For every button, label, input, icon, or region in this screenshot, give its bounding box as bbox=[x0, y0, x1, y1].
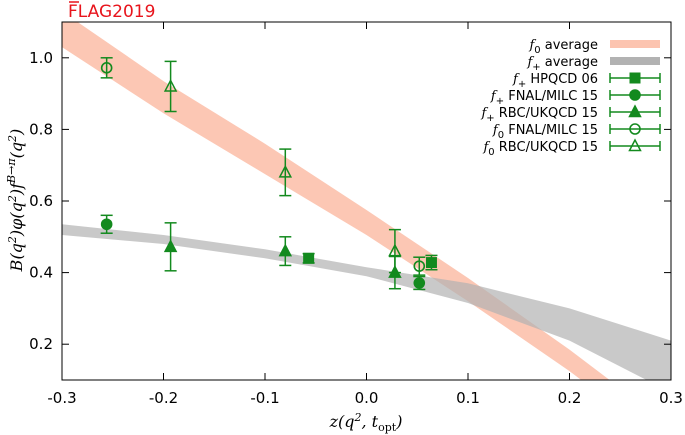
x-axis-label: z(q2, topt) bbox=[329, 411, 403, 434]
band-1 bbox=[62, 224, 671, 380]
y-tick-label: 0.2 bbox=[29, 335, 53, 353]
x-tick-label: -0.2 bbox=[149, 389, 178, 407]
x-tick-label: -0.3 bbox=[47, 389, 76, 407]
data-point-0-0 bbox=[302, 252, 315, 264]
plot-frame bbox=[61, 21, 672, 381]
points-layer bbox=[100, 57, 438, 291]
legend-marker bbox=[629, 72, 641, 84]
svg-text:FLAG2019: FLAG2019 bbox=[68, 2, 155, 22]
point-marker bbox=[278, 164, 293, 178]
y-tick-label: 1.0 bbox=[29, 49, 53, 67]
point-marker bbox=[163, 239, 178, 253]
legend-marker bbox=[628, 138, 642, 152]
flag-logo-year: 2019 bbox=[112, 2, 155, 22]
point-marker bbox=[413, 277, 426, 289]
point-marker bbox=[163, 78, 178, 92]
legend-marker bbox=[628, 104, 642, 118]
point-marker bbox=[100, 218, 113, 231]
data-point-2-1 bbox=[278, 236, 293, 267]
flag-logo: FLAG2019 bbox=[68, 1, 155, 22]
legend-label: f+ HPQCD 06 bbox=[512, 72, 598, 90]
point-marker bbox=[278, 243, 293, 257]
x-tick-label: 0.0 bbox=[355, 389, 379, 407]
point-marker bbox=[425, 257, 437, 269]
x-tick-label: 0.1 bbox=[456, 389, 480, 407]
data-point-0-1 bbox=[425, 254, 438, 271]
data-point-3-0 bbox=[100, 57, 113, 79]
flag-logo-prefix: FLAG bbox=[68, 2, 112, 22]
legend-label: f+ RBC/UKQCD 15 bbox=[480, 106, 598, 124]
legend-label: f+ FNAL/MILC 15 bbox=[490, 89, 598, 107]
point-marker bbox=[388, 243, 402, 257]
bands-layer bbox=[62, 22, 671, 380]
ticks-layer: -0.3 -0.2 -0.1 0.0 0.1 0.2 0.3 0.2 0.4 0.6 0.8 1.0 bbox=[29, 22, 683, 407]
point-marker bbox=[303, 252, 315, 264]
x-tick-label: -0.1 bbox=[250, 389, 279, 407]
legend-label: f0 RBC/UKQCD 15 bbox=[482, 140, 598, 158]
point-marker bbox=[413, 260, 426, 272]
data-point-4-0 bbox=[163, 60, 178, 113]
legend-label: f0 FNAL/MILC 15 bbox=[492, 123, 598, 141]
y-tick-label: 0.8 bbox=[29, 120, 53, 138]
point-marker bbox=[100, 62, 113, 74]
data-point-4-2 bbox=[388, 228, 402, 274]
legend-marker bbox=[629, 123, 641, 135]
y-axis-label: B(q2)φ(q2)fB→π(q2) bbox=[5, 129, 26, 273]
y-tick-label: 0.6 bbox=[29, 192, 53, 210]
x-tick-label: 0.2 bbox=[558, 389, 582, 407]
data-point-1-0 bbox=[100, 214, 113, 234]
x-tick-label: 0.3 bbox=[659, 389, 683, 407]
data-point-2-0 bbox=[163, 222, 178, 272]
legend-label: f0 average bbox=[528, 38, 598, 56]
y-tick-label: 0.4 bbox=[29, 264, 53, 282]
legend-label: f+ average bbox=[526, 55, 598, 73]
data-point-4-1 bbox=[278, 148, 293, 197]
legend-marker bbox=[629, 89, 641, 101]
data-point-1-1 bbox=[413, 275, 426, 291]
data-point-3-1 bbox=[413, 256, 426, 276]
